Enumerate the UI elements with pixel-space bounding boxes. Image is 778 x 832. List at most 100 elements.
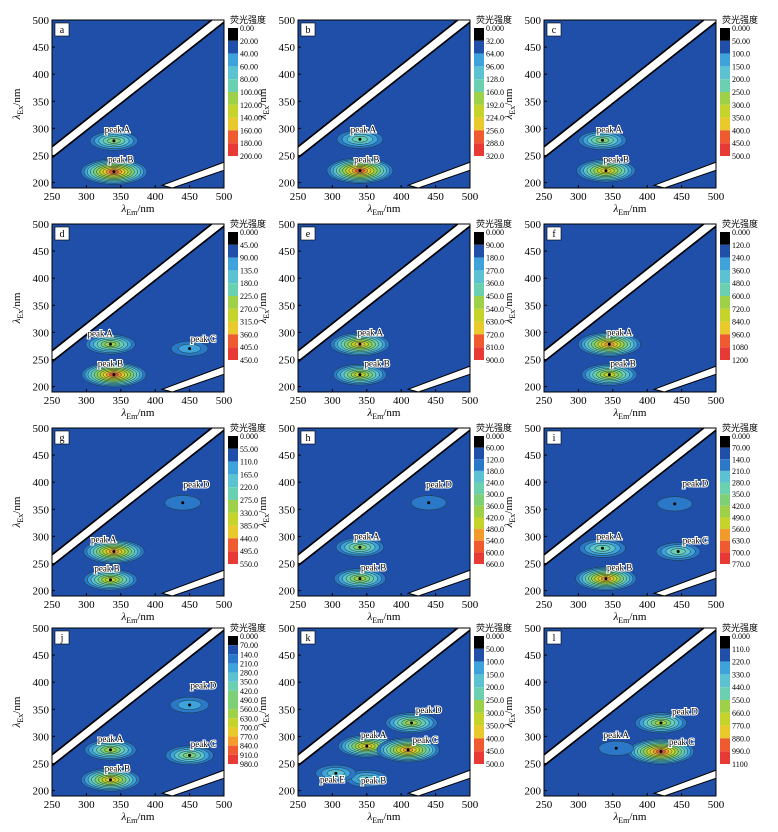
y-tick-label: 300 (525, 123, 542, 135)
peak-label: peak A (597, 532, 623, 542)
second-order-scatter (160, 161, 224, 188)
plot-frame (51, 627, 225, 797)
colorbar-segment (720, 66, 730, 80)
y-tick-label: 500 (33, 623, 50, 635)
colorbar-tick-label: 220.0 (240, 483, 258, 492)
plot-background (544, 224, 716, 392)
colorbar-tick-label: 110.0 (732, 645, 750, 654)
colorbar-tick-label: 45.00 (240, 241, 258, 250)
colorbar-segment (474, 648, 484, 662)
x-axis-label: λEm/nm (367, 811, 401, 825)
colorbar-tick-label: 480.0 (486, 525, 504, 534)
y-tick-label: 200 (525, 382, 542, 394)
colorbar-segment (720, 117, 730, 131)
x-tick-label: 350 (605, 191, 622, 203)
plot-frame (297, 627, 471, 797)
colorbar-tick-label: 990.0 (732, 747, 750, 756)
colorbar-tick-label: 280.0 (732, 479, 750, 488)
colorbar-segment (720, 40, 730, 54)
panel-letter-box (300, 226, 316, 241)
colorbar-segment (474, 674, 484, 688)
colorbar-segment (474, 636, 484, 649)
x-tick-label: 350 (359, 599, 376, 611)
y-axis-label: λEx/nm (503, 696, 517, 728)
colorbar-tick-label: 550.0 (240, 560, 258, 569)
x-tick-label: 250 (290, 191, 307, 203)
colorbar-segment (228, 104, 238, 118)
panel-letter: c (552, 25, 557, 36)
peak-marker (112, 170, 116, 174)
colorbar-segment (474, 436, 484, 448)
plot-area (544, 428, 716, 596)
colorbar-tick-label: 210.0 (240, 659, 258, 668)
colorbar-tick-label: 0.000 (732, 432, 750, 441)
peak-label: peak B (604, 155, 629, 165)
y-tick-label: 450 (33, 450, 50, 462)
x-tick-label: 300 (570, 191, 587, 203)
colorbar-segment (228, 727, 238, 737)
colorbar-segment (474, 751, 484, 764)
panel-g: 250 300 350 400 450 500200250300350400450500λ… (11, 422, 266, 625)
peak-label: peak B (607, 563, 632, 573)
x-tick-label: 400 (393, 599, 410, 611)
plot-frame (543, 223, 717, 393)
peak-label: peak D (426, 480, 452, 490)
colorbar-segment (228, 663, 238, 673)
colorbar-tick-label: 360.0 (486, 502, 504, 511)
y-tick-label: 400 (525, 677, 542, 689)
colorbar-tick-label: 140.00 (240, 114, 262, 123)
colorbar-segment (474, 447, 484, 460)
colorbar-segment (474, 712, 484, 726)
colorbar-tick-label: 495.0 (240, 547, 258, 556)
colorbar-segment (228, 645, 238, 655)
y-tick-label: 200 (279, 382, 296, 394)
x-tick-label: 500 (708, 191, 725, 203)
x-tick-label: 350 (359, 799, 376, 811)
colorbar-segment (474, 270, 484, 284)
colorbar-tick-label: 900.0 (486, 356, 504, 365)
colorbar-tick-label: 70.00 (732, 444, 750, 453)
colorbar-tick-label: 300.0 (486, 490, 504, 499)
y-tick-label: 400 (279, 69, 296, 81)
y-tick-label: 300 (525, 731, 542, 743)
plot-area (298, 224, 470, 392)
colorbar-tick-label: 288.0 (486, 139, 504, 148)
x-tick-label: 300 (324, 599, 341, 611)
y-axis-label: λEx/nm (257, 696, 271, 728)
x-tick-label: 250 (44, 191, 61, 203)
panel-c: 250 300 350 400 450 500200250300350400450500λ… (503, 14, 758, 217)
peak-label: peak A (351, 125, 377, 135)
panel-letter: j (60, 633, 64, 644)
peak-label: peak B (108, 155, 133, 165)
colorbar-tick-label: 720.0 (486, 330, 504, 339)
colorbar-tick-label: 770.0 (732, 722, 750, 731)
y-tick-label: 200 (33, 786, 50, 798)
colorbar-segment (228, 270, 238, 284)
y-tick-label: 300 (525, 531, 542, 543)
panel-letter: d (60, 229, 65, 240)
colorbar-tick-label: 150.0 (486, 670, 504, 679)
colorbar-tick-label: 150.0 (732, 62, 750, 71)
y-tick-label: 450 (279, 42, 296, 54)
y-tick-label: 250 (279, 354, 296, 366)
colorbar-tick-label: 256.0 (486, 126, 504, 135)
colorbar-segment (474, 79, 484, 92)
x-tick-label: 300 (570, 599, 587, 611)
rayleigh-band (544, 20, 716, 157)
colorbar-segment (720, 517, 730, 530)
peak-marker (607, 373, 611, 377)
x-tick-label: 400 (147, 599, 164, 611)
colorbar-segment (720, 712, 730, 726)
colorbar-tick-label: 810.0 (486, 343, 504, 352)
colorbar-segment (228, 436, 238, 449)
colorbar-tick-label: 450.0 (732, 139, 750, 148)
y-tick-label: 500 (279, 423, 296, 435)
x-axis-label: λEm/nm (121, 407, 155, 421)
x-tick-label: 350 (113, 191, 130, 203)
y-tick-label: 500 (525, 423, 542, 435)
panel-d: 250 300 350 400 450 500200250300350400450500λ… (11, 218, 266, 421)
peak-label: peak C (191, 739, 216, 749)
plot-frame (297, 223, 471, 393)
peak-marker (112, 550, 116, 554)
y-tick-label: 350 (525, 96, 542, 108)
